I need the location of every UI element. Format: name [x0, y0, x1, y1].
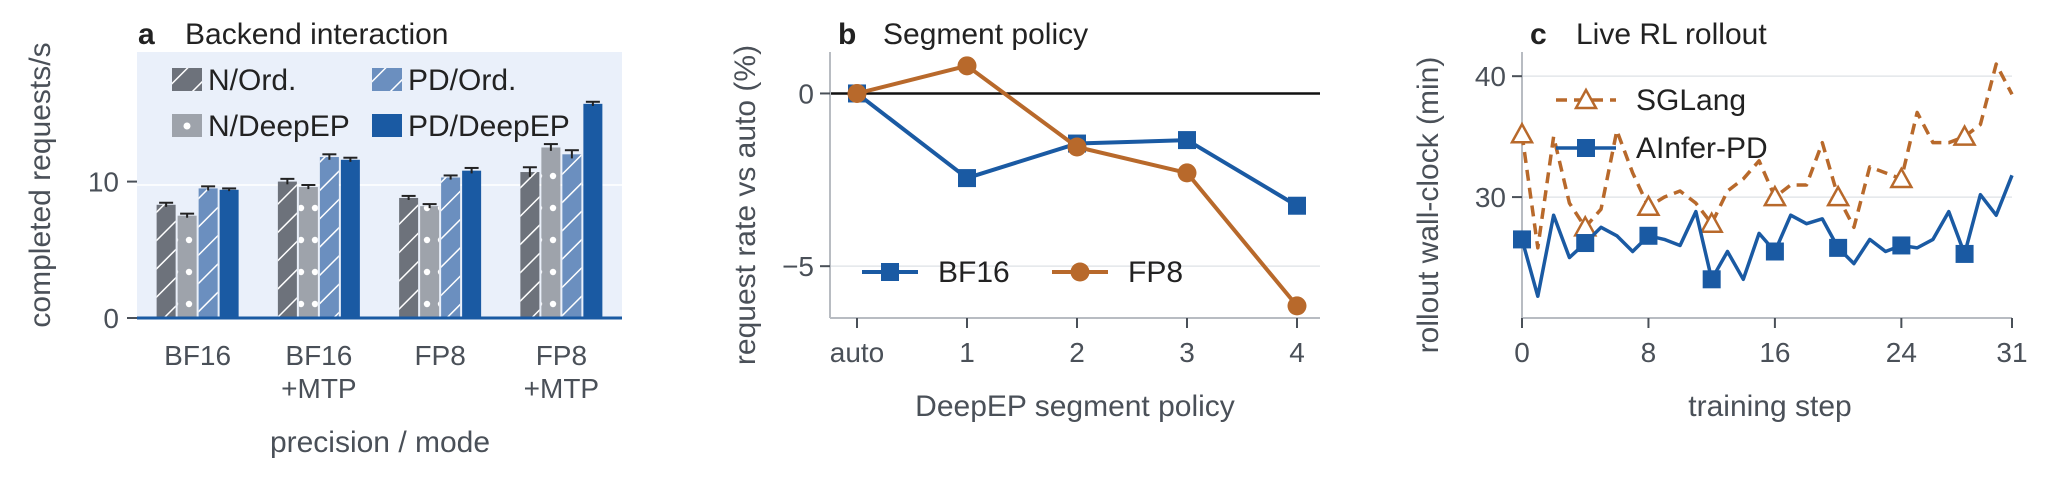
legend-label: AInfer-PD [1636, 132, 1768, 165]
y-axis-label-b: request rate vs auto (%) [729, 45, 762, 365]
data-point-ainfer-pd [1513, 230, 1531, 249]
bar-hatch [541, 147, 561, 318]
x-axis-label-c: training step [1688, 390, 1851, 423]
series-line-ainfer-pd [1520, 174, 2014, 298]
data-point-ainfer-pd [1702, 270, 1721, 289]
data-point-sglang [1636, 194, 1661, 217]
series-line-sglang [1520, 62, 2014, 250]
bar-hatch [520, 172, 540, 318]
x-axis-label-a: precision / mode [270, 426, 490, 459]
x-tick-label: 24 [1886, 337, 1917, 368]
bar [583, 103, 603, 318]
y-tick-label: 0 [798, 78, 814, 109]
data-point-sglang [1826, 184, 1851, 207]
legend-marker [1573, 87, 1599, 110]
x-tick-label: FP8 [536, 340, 587, 371]
data-point-bf16 [958, 169, 976, 188]
panel-letter-c: c [1530, 18, 1547, 51]
data-point-sglang [1699, 211, 1724, 233]
x-tick-label: +MTP [281, 373, 356, 404]
panel-a: a Backend interaction completed requests… [24, 18, 622, 459]
panel-letter-b: b [838, 18, 856, 51]
bar-hatch [399, 197, 419, 318]
panel-b: b Segment policy request rate vs auto (%… [729, 18, 1320, 423]
data-point-ainfer-pd [1829, 238, 1848, 257]
data-point-ainfer-pd [1892, 236, 1911, 255]
x-tick-label: BF16 [285, 340, 352, 371]
x-tick-label: 2 [1069, 337, 1085, 368]
panel-letter-a: a [138, 18, 155, 51]
legend-label: N/Ord. [208, 64, 296, 97]
data-point-ainfer-pd [1955, 244, 1974, 263]
x-tick-label: FP8 [414, 340, 465, 371]
data-point-fp8 [957, 56, 977, 76]
x-tick-label: 3 [1179, 337, 1195, 368]
bar [219, 189, 239, 318]
data-point-ainfer-pd [1639, 226, 1658, 245]
y-axis-label-a: completed requests/s [24, 42, 57, 327]
x-tick-label: +MTP [524, 373, 599, 404]
legend-label: BF16 [938, 256, 1010, 289]
data-point-fp8 [1287, 296, 1307, 316]
x-tick-label: 0 [1514, 337, 1530, 368]
legend-marker [881, 263, 899, 281]
bar-hatch [177, 215, 197, 318]
bar-hatch [420, 206, 440, 318]
x-tick-label: 16 [1759, 337, 1790, 368]
legend-swatch-hatch [172, 68, 202, 91]
x-tick-label: 31 [1996, 337, 2027, 368]
bar-hatch [441, 177, 461, 318]
panel-title-b: Segment policy [883, 18, 1088, 51]
bar-hatch [156, 204, 176, 318]
x-tick-label: auto [830, 337, 885, 368]
y-tick-label: 0 [103, 303, 119, 334]
bar [462, 170, 482, 318]
bar-hatch [277, 181, 297, 318]
legend-marker [1577, 139, 1595, 157]
legend-label: PD/Ord. [408, 64, 516, 97]
data-point-ainfer-pd [1765, 242, 1784, 261]
x-tick-label: 4 [1289, 337, 1305, 368]
panel-title-a: Backend interaction [185, 18, 449, 51]
panel-title-c: Live RL rollout [1576, 18, 1767, 51]
data-point-sglang [1762, 184, 1788, 207]
bar-hatch [562, 154, 582, 318]
legend-marker [1070, 262, 1090, 282]
data-point-fp8 [847, 83, 867, 103]
bar-hatch [298, 187, 318, 318]
x-axis-label-b: DeepEP segment policy [915, 390, 1235, 423]
bar [340, 159, 360, 318]
bar-hatch [319, 157, 339, 318]
legend-label: FP8 [1128, 256, 1183, 289]
bar-hatch [198, 188, 218, 318]
legend-swatch-hatch [372, 68, 402, 91]
y-tick-label: 40 [1475, 61, 1506, 92]
y-tick-label: 30 [1475, 182, 1506, 213]
legend-label: N/DeepEP [208, 110, 350, 143]
data-point-bf16 [1288, 196, 1306, 215]
legend-label: PD/DeepEP [408, 110, 570, 143]
legend-swatch [372, 114, 402, 137]
x-tick-label: 1 [959, 337, 975, 368]
x-tick-label: 8 [1641, 337, 1657, 368]
x-tick-label: BF16 [164, 340, 231, 371]
data-point-fp8 [1067, 137, 1087, 157]
legend-swatch-dot [183, 122, 191, 130]
data-point-sglang [1952, 124, 1977, 146]
y-tick-label: 10 [88, 167, 119, 198]
y-axis-label-c: rollout wall-clock (min) [1412, 57, 1445, 354]
legend-label: SGLang [1636, 84, 1746, 117]
data-point-fp8 [1177, 163, 1197, 183]
panel-c: c Live RL rollout rollout wall-clock (mi… [1412, 18, 2028, 423]
y-tick-label: −5 [782, 251, 814, 282]
data-point-sglang [1509, 121, 1535, 144]
data-point-ainfer-pd [1576, 234, 1595, 253]
data-point-bf16 [1178, 131, 1196, 150]
data-point-sglang [1889, 166, 1914, 189]
